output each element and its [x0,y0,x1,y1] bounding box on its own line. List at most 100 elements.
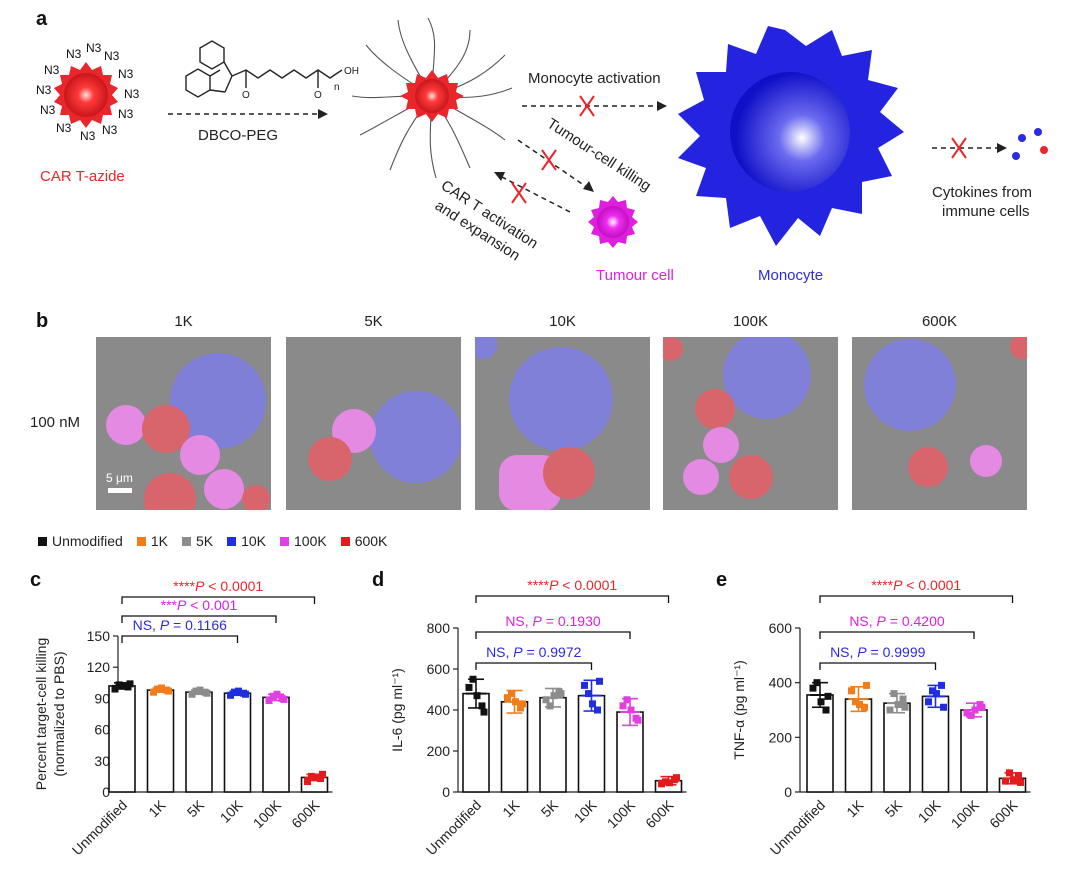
significance-label: NS, P = 0.9972 [486,644,582,660]
row-label-100nm: 100 nM [30,414,81,431]
bar [500,700,529,793]
data-point [886,706,894,714]
data-point [519,700,526,708]
cytokines-label-1: Cytokines from [932,184,1033,201]
significance-label: ****P < 0.0001 [871,577,961,593]
data-point [546,702,554,710]
data-point [203,689,211,697]
data-point [938,681,945,689]
data-point [165,687,172,695]
data-point [478,702,486,710]
tumour-cell-killing-label: Tumour-cell killing [544,115,654,195]
micro-label-10k: 10K [549,313,576,330]
data-point [557,690,565,698]
data-point [596,677,603,685]
data-point [585,690,592,698]
y-tick-label: 200 [427,743,451,759]
x-tick-label: 600K [986,796,1021,831]
data-point [861,703,868,711]
data-point [504,694,511,702]
data-point [126,680,134,688]
bar [185,691,213,793]
panel-c-letter: c [30,569,41,591]
data-point [512,698,519,706]
bar [806,694,834,793]
data-point [150,688,157,696]
bar [883,702,911,793]
data-point [632,714,640,722]
data-point [619,702,627,710]
y-axis-label: IL-6 (pg ml⁻¹) [389,668,405,752]
significance-bracket [475,595,670,603]
significance-bracket [475,662,593,670]
data-point [817,698,825,706]
x-tick-label: 100K [948,796,983,831]
data-point [594,706,601,714]
x-tick-label: 5K [538,796,562,820]
data-point [273,690,281,698]
svg-text:N3: N3 [36,83,52,97]
chart-c: c 0 30 60 90 120 150 Percent target-cell killin… [30,569,333,858]
data-point [480,708,488,716]
chart-legend: Unmodified 1K 5K 10K 100K 600K [38,533,387,549]
bar [960,709,988,793]
svg-text:N3: N3 [86,41,102,55]
data-point [671,776,678,784]
significance-label: NS, P = 0.1930 [505,613,601,629]
data-point [111,685,119,693]
chem-oh-label: OH [344,66,359,77]
data-point [976,701,984,709]
car-t-azide-label: CAR T-azide [40,168,125,185]
data-point [852,698,859,706]
svg-text:N3: N3 [80,129,96,143]
data-point [124,683,132,691]
data-point [963,709,971,717]
svg-text:N3: N3 [118,107,134,121]
data-point [269,692,277,700]
data-point [154,685,161,693]
data-point [312,773,319,781]
car-t-azide-cell-icon [54,62,118,128]
significance-label: NS, P = 0.4200 [849,613,945,629]
data-point [673,774,680,782]
tumour-cell-icon [588,196,638,248]
data-point [231,688,238,696]
data-point [856,701,863,709]
dbco-peg-label: DBCO-PEG [198,127,279,144]
data-point [119,682,127,690]
significance-bracket [121,615,277,623]
data-point [929,687,936,695]
x-tick-label: 1K [145,796,169,820]
cytokine-dots-icon [1012,128,1048,160]
x-tick-label: 5K [184,796,208,820]
data-point [978,703,986,711]
legend-item-1k: 1K [136,533,168,549]
micrograph-1k: 5 μm [96,337,271,510]
data-point [201,688,209,696]
y-tick-label: 600 [769,620,793,636]
x-tick-label: Unmodified [69,797,130,858]
data-point [666,779,673,787]
x-tick-label: 1K [499,796,523,820]
svg-text:O: O [242,90,250,101]
legend-item-10k: 10K [227,533,266,549]
cytokines-label-2: immune cells [942,203,1030,220]
data-point [242,690,249,698]
legend-item-100k: 100K [280,533,327,549]
significance-label: NS, P = 0.1166 [133,617,228,633]
y-tick-label: 200 [769,729,793,745]
bar [223,692,252,793]
legend-item-5k: 5K [181,533,213,549]
data-point [925,698,932,706]
data-point [863,681,870,689]
significance-bracket [819,595,1014,603]
y-axis-label: Percent target-cell killing [33,638,49,791]
data-point [822,706,830,714]
data-point [658,780,665,788]
data-point [278,694,286,702]
micro-label-5k: 5K [364,313,383,330]
data-point [623,696,631,704]
panel-a-letter: a [36,8,48,30]
micrograph-100k [663,337,838,510]
